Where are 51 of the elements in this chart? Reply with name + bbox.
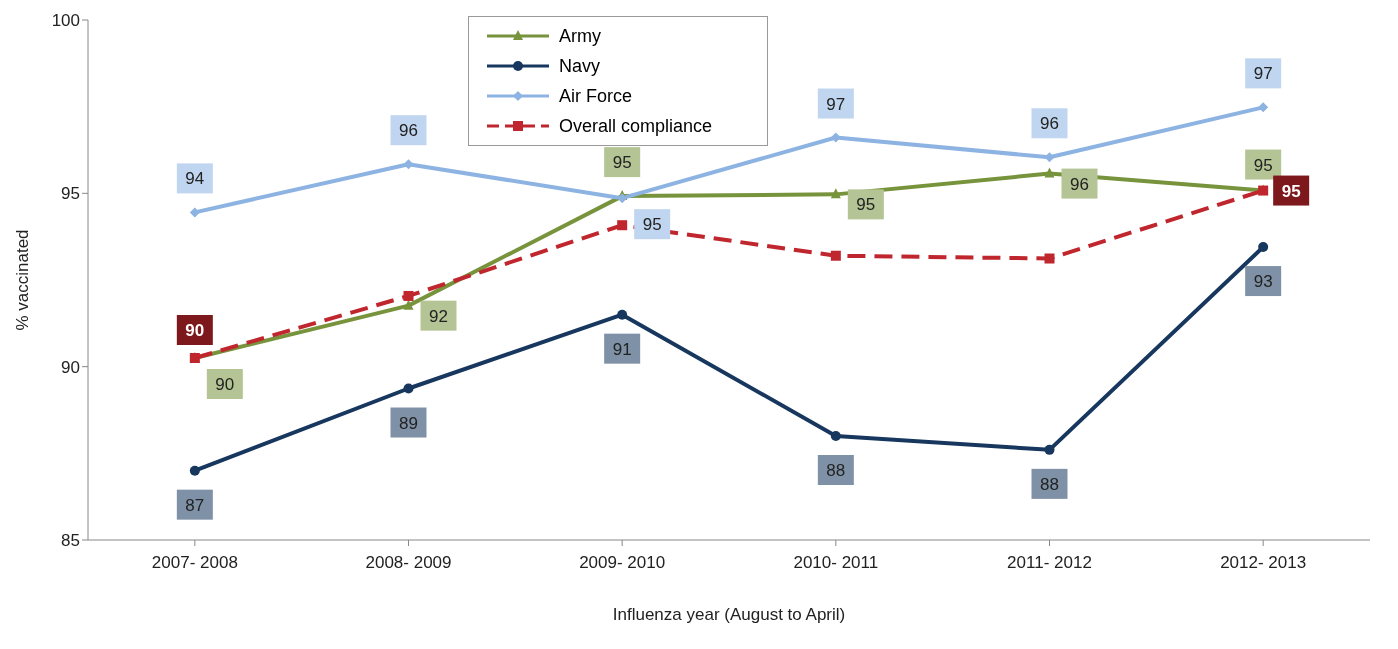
point [1258,242,1269,253]
y-axis-title: % vaccinated [13,229,33,331]
y-tick-label: 100 [51,11,80,31]
data-label: 88 [1040,474,1059,494]
point [617,309,628,320]
data-label: 97 [1253,64,1273,84]
point [1258,102,1269,113]
data-label: 90 [185,321,205,340]
data-label: 94 [185,169,205,189]
y-tick-label: 95 [61,184,80,204]
legend-label: Air Force [559,85,633,107]
point [1044,444,1055,455]
data-label: 95 [642,215,662,235]
data-label: 96 [1070,174,1089,194]
data-label: 92 [429,306,448,326]
point [403,383,414,394]
point [403,299,414,310]
data-label: 95 [1281,181,1301,201]
data-label: 90 [215,375,235,394]
data-label: 95 [856,195,876,215]
x-tick-label: 2008- 2009 [365,553,452,573]
point [830,250,841,261]
legend-label: Navy [559,55,601,77]
legend-label: Overall compliance [559,115,713,137]
data-label: 93 [1253,272,1273,292]
point [830,188,841,199]
point [617,220,628,231]
x-tick-label: 2007- 2008 [151,553,238,573]
data-label: 96 [1040,114,1059,134]
x-axis-title: Influenza year (August to April) [612,605,846,624]
data-label: 95 [1253,155,1273,175]
y-tick-label: 85 [61,531,80,551]
x-tick-label: 2010- 2011 [793,553,879,573]
y-tick-label: 90 [61,357,80,377]
data-label: 88 [826,461,846,480]
data-label: 91 [612,339,632,359]
data-label: 96 [399,121,418,141]
data-label: 87 [185,495,205,515]
point [189,207,200,218]
x-tick-label: 2012- 2013 [1220,553,1307,573]
point [403,290,414,301]
x-tick-label: 2011- 2012 [1007,553,1092,573]
point [189,465,200,476]
point [830,431,841,441]
data-label: 97 [826,94,846,114]
data-label: 95 [612,153,632,173]
legend-label: Army [559,25,601,47]
point [1044,253,1055,264]
x-tick-label: 2009- 2010 [579,553,666,573]
data-label: 89 [399,413,418,433]
point [1044,167,1055,178]
